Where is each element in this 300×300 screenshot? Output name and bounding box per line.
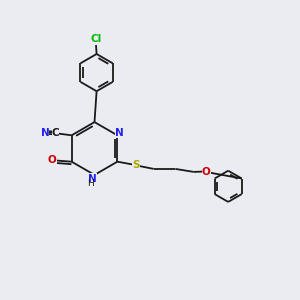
Text: Cl: Cl [91, 34, 102, 44]
Text: S: S [132, 160, 140, 170]
Text: C: C [52, 128, 59, 138]
Text: N: N [40, 128, 49, 138]
Text: O: O [48, 155, 56, 165]
Text: N: N [115, 128, 124, 138]
Text: N: N [88, 173, 97, 184]
Text: H: H [87, 179, 93, 188]
Text: O: O [202, 167, 211, 177]
